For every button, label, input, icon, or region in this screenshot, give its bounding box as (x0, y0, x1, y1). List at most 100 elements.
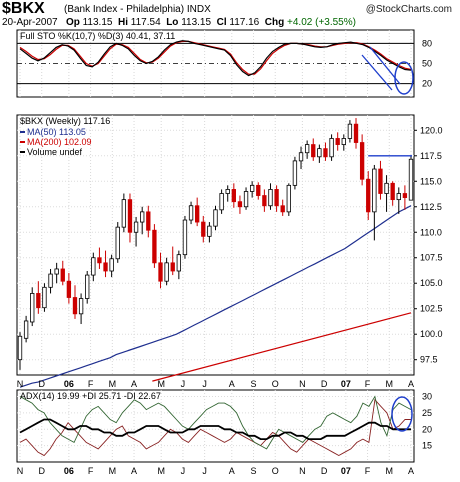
stochastic-title: Full STO %K(10,7) %D(3) 40.41, 37.11 (20, 31, 175, 41)
open-value: 113.15 (82, 17, 113, 28)
x-tick-label: O (272, 379, 279, 389)
x-tick-label: A (131, 379, 137, 389)
candle-body (91, 257, 96, 276)
adx-minus-di-line (19, 398, 411, 457)
x-tick-label-bottom: M (157, 466, 165, 476)
candle-body (353, 123, 359, 143)
candle-body (30, 293, 35, 323)
candle-body (372, 168, 377, 213)
candle-body (237, 201, 243, 208)
candle-body (97, 257, 102, 264)
candle-body (146, 211, 151, 231)
x-tick-label: D (38, 379, 45, 389)
candle-body (335, 138, 340, 145)
candle-body (158, 262, 163, 282)
candle-body (133, 221, 139, 233)
x-tick-label-bottom: N (17, 466, 24, 476)
price-tick-label: 110.0 (420, 227, 442, 237)
x-tick-label-bottom: D (38, 466, 45, 476)
x-tick-label: M (109, 379, 117, 389)
candle-body (347, 123, 353, 139)
x-tick-label-bottom: F (88, 466, 94, 476)
high-label: Hi (118, 17, 129, 28)
legend-entry: Volume undef (27, 147, 83, 157)
candle-body (164, 262, 169, 282)
candle-body (140, 211, 145, 223)
candle-body (304, 144, 310, 154)
symbol-label: $BKX (2, 0, 45, 17)
candle-body (23, 320, 29, 339)
x-tick-label-bottom: S (251, 466, 257, 476)
candle-body (274, 189, 279, 207)
candle-body (42, 286, 47, 309)
candle-body (231, 189, 236, 203)
x-tick-label: F (88, 379, 94, 389)
price-title: $BKX (Weekly) 117.16 (20, 116, 110, 126)
stochastic-k-line (19, 40, 412, 77)
candle-body (256, 184, 261, 196)
price-tick-label: 112.5 (420, 202, 442, 212)
candle-body (292, 160, 298, 186)
ma50-line (19, 205, 412, 388)
candle-body (384, 182, 389, 194)
candle-body (195, 205, 200, 223)
adx-title: ADX(14) 19.99 +DI 25.71 -DI 22.67 (20, 391, 161, 401)
candle-body (378, 168, 383, 194)
candle-body (85, 274, 90, 299)
candle-body (408, 158, 414, 201)
index-description: (Bank Index - Philadelphia) INDX (64, 4, 211, 15)
candle-body (243, 191, 249, 208)
candle-body (341, 138, 346, 145)
candle-body (402, 193, 408, 198)
candle-body (298, 152, 304, 162)
candle-body (262, 195, 267, 207)
adx-tick-label: 15 (422, 441, 432, 451)
candle-body (207, 225, 212, 237)
x-tick-label-bottom: F (365, 466, 371, 476)
stochastic-panel (16, 29, 415, 98)
x-tick-label: N (17, 379, 24, 389)
candle-body (268, 189, 273, 207)
legend-entry: MA(50) 113.05 (27, 127, 86, 137)
adx-tick-label: 30 (422, 392, 432, 402)
candle-body (311, 144, 316, 158)
x-tick-label: F (365, 379, 371, 389)
candle-body (286, 184, 291, 213)
candle-body (36, 293, 41, 309)
stockcharts-logo: @StockCharts.com (365, 4, 452, 15)
candle-body (78, 298, 84, 315)
ma200-line (152, 312, 412, 382)
price-tick-label: 105.0 (420, 278, 443, 288)
ellipse-annotation (394, 61, 414, 95)
adx-tick-label: 20 (422, 424, 432, 434)
candle-body (188, 205, 194, 221)
low-label: Lo (166, 17, 179, 28)
x-tick-label: S (251, 379, 257, 389)
chart-header: $BKX (Bank Index - Philadelphia) INDX @S… (0, 0, 460, 30)
close-value: 117.16 (229, 17, 260, 28)
x-tick-label-bottom: O (272, 466, 279, 476)
price-tick-label: 97.5 (420, 355, 438, 365)
x-tick-label: M (157, 379, 165, 389)
price-tick-label: 115.0 (420, 176, 442, 186)
candle-body (103, 262, 108, 272)
low-value: 113.15 (181, 17, 212, 28)
change-label: Chg (264, 17, 285, 28)
candle-body (170, 262, 175, 272)
x-tick-label-bottom: J (202, 466, 207, 476)
ellipse-annotation (391, 396, 413, 432)
candle-body (359, 142, 365, 180)
candle-body (182, 219, 188, 256)
candle-body (72, 297, 78, 315)
price-tick-label: 100.0 (420, 329, 443, 339)
x-tick-label-bottom: J (181, 466, 186, 476)
price-tick-label: 120.0 (420, 125, 443, 135)
candle-body (127, 199, 133, 233)
stochastic-d-line (19, 40, 412, 75)
candle-body (54, 268, 59, 275)
x-tick-label: A (408, 379, 414, 389)
candle-body (390, 182, 395, 201)
candle-body (109, 258, 114, 272)
adx-tick-label: 25 (422, 408, 432, 418)
